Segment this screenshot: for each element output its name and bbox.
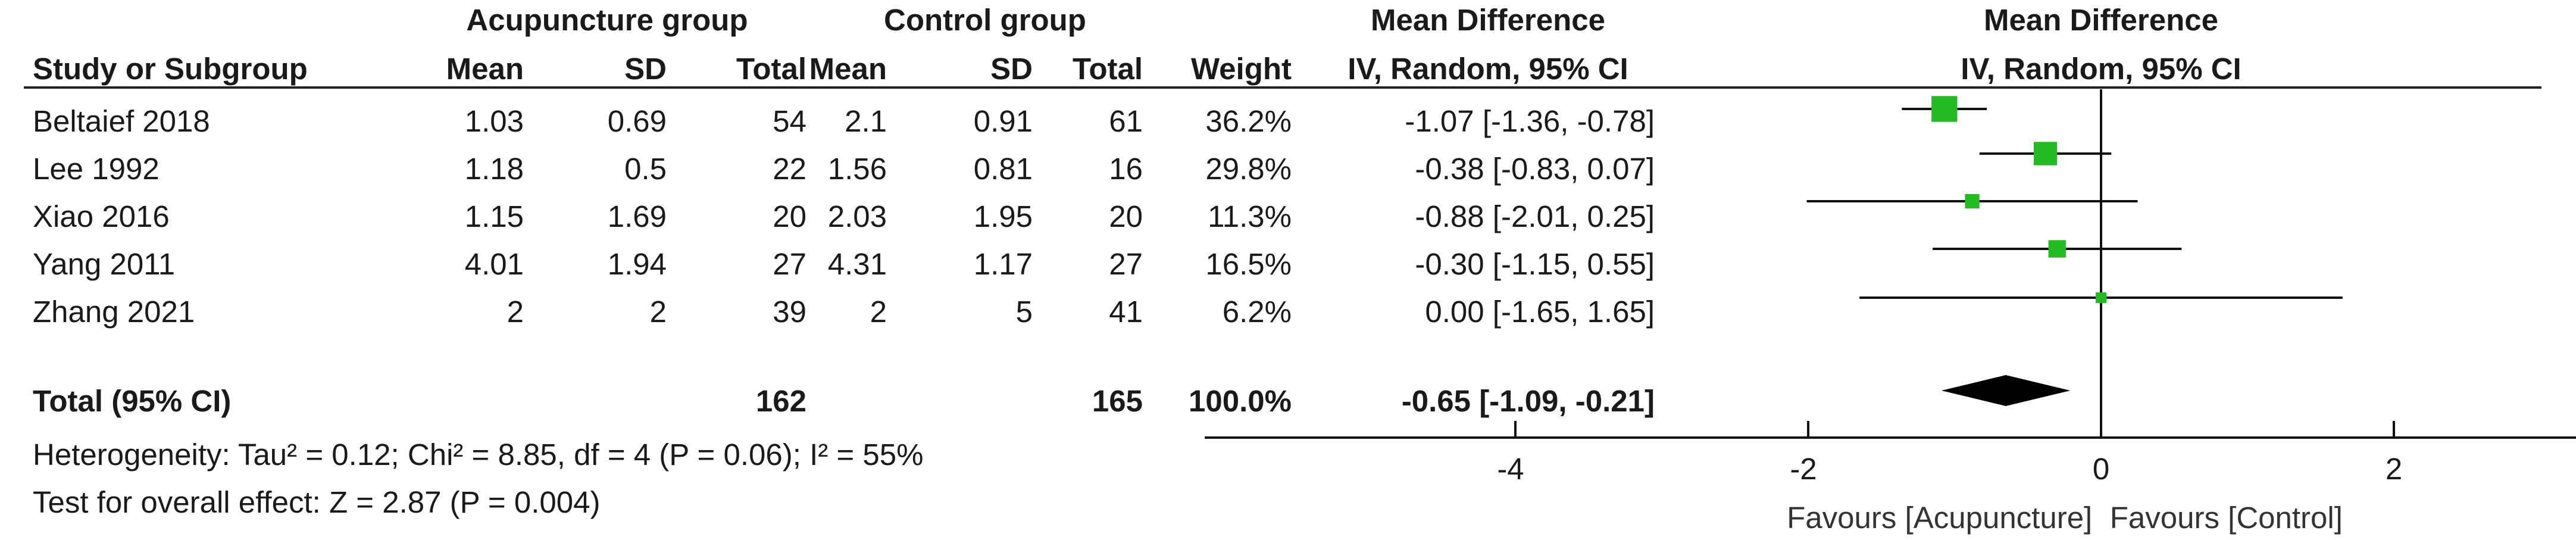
acupuncture-group-header: Acupuncture group — [466, 3, 748, 37]
weight-cell: 6.2% — [1222, 295, 1292, 329]
mean1-header: Mean — [446, 52, 524, 86]
study-marker — [2033, 142, 2058, 166]
total2-cell: 41 — [1109, 295, 1143, 329]
x-tick-label: -2 — [1790, 452, 1817, 486]
mean1-cell: 4.01 — [464, 247, 524, 281]
sd1-cell: 2 — [649, 295, 667, 329]
ci-cell: -0.88 [-2.01, 0.25] — [1415, 199, 1655, 233]
x-tick-label: -4 — [1497, 452, 1524, 486]
total-label: Total (95% CI) — [33, 384, 232, 418]
mean2-cell: 2.03 — [827, 199, 887, 233]
total2-sum: 165 — [1092, 384, 1143, 418]
total1-cell: 22 — [773, 152, 806, 186]
sd2-cell: 1.95 — [973, 199, 1033, 233]
total1-cell: 54 — [773, 104, 806, 138]
control-group-header: Control group — [884, 3, 1086, 37]
total-weight: 100.0% — [1189, 384, 1292, 418]
md-column-subtitle: IV, Random, 95% CI — [1348, 52, 1628, 86]
weight-cell: 36.2% — [1205, 104, 1292, 138]
x-tick-label: 2 — [2386, 452, 2402, 486]
study-name: Beltaief 2018 — [33, 104, 210, 138]
plot-title: Mean Difference — [1984, 3, 2218, 37]
sd2-cell: 0.81 — [973, 152, 1033, 186]
ci-cell: -0.30 [-1.15, 0.55] — [1415, 247, 1655, 281]
ci-cell: -0.38 [-0.83, 0.07] — [1415, 152, 1655, 186]
total2-cell: 20 — [1109, 199, 1143, 233]
total2-cell: 61 — [1109, 104, 1143, 138]
mean2-cell: 2.1 — [845, 104, 887, 138]
weight-cell: 11.3% — [1208, 199, 1292, 233]
mean1-cell: 1.18 — [464, 152, 524, 186]
sd1-cell: 0.5 — [624, 152, 667, 186]
mean1-cell: 1.15 — [464, 199, 524, 233]
total2-header: Total — [1072, 52, 1143, 86]
total1-sum: 162 — [755, 384, 806, 418]
total-ci: -0.65 [-1.09, -0.21] — [1401, 384, 1655, 418]
mean2-cell: 2 — [870, 295, 887, 329]
favours-right-label: Favours [Control] — [2110, 501, 2343, 535]
total2-cell: 16 — [1109, 152, 1143, 186]
sd2-cell: 5 — [1015, 295, 1033, 329]
ci-cell: -1.07 [-1.36, -0.78] — [1405, 104, 1655, 138]
overall-effect-text: Test for overall effect: Z = 2.87 (P = 0… — [33, 485, 601, 519]
summary-diamond — [1941, 375, 2071, 406]
mean2-header: Mean — [809, 52, 887, 86]
ci-cell: 0.00 [-1.65, 1.65] — [1425, 295, 1655, 329]
total1-cell: 27 — [773, 247, 806, 281]
x-tick-label: 0 — [2093, 452, 2109, 486]
sd2-cell: 1.17 — [973, 247, 1033, 281]
mean2-cell: 4.31 — [827, 247, 887, 281]
sd1-cell: 0.69 — [607, 104, 667, 138]
weight-cell: 29.8% — [1205, 152, 1292, 186]
study-name: Xiao 2016 — [33, 199, 170, 233]
study-name: Lee 1992 — [33, 152, 160, 186]
total1-header: Total — [736, 52, 806, 86]
study-marker — [2096, 292, 2106, 303]
mean1-cell: 2 — [507, 295, 524, 329]
sd1-header: SD — [624, 52, 667, 86]
study-name: Yang 2011 — [33, 247, 176, 281]
header-divider — [24, 86, 2541, 89]
study-marker — [2048, 240, 2066, 258]
study-name: Zhang 2021 — [33, 295, 195, 329]
heterogeneity-text: Heterogeneity: Tau² = 0.12; Chi² = 8.85,… — [33, 438, 924, 472]
sd2-header: SD — [990, 52, 1033, 86]
md-column-title: Mean Difference — [1371, 3, 1605, 37]
total1-cell: 20 — [773, 199, 806, 233]
sd2-cell: 0.91 — [973, 104, 1033, 138]
study-marker — [1965, 193, 1980, 209]
mean2-cell: 1.56 — [827, 152, 887, 186]
weight-cell: 16.5% — [1205, 247, 1292, 281]
mean1-cell: 1.03 — [464, 104, 524, 138]
sd1-cell: 1.69 — [607, 199, 667, 233]
plot-subtitle: IV, Random, 95% CI — [1961, 52, 2242, 86]
total2-cell: 27 — [1109, 247, 1143, 281]
weight-header: Weight — [1190, 52, 1292, 86]
study-marker — [1931, 96, 1958, 122]
sd1-cell: 1.94 — [607, 247, 667, 281]
study-column-header: Study or Subgroup — [33, 52, 308, 86]
favours-left-label: Favours [Acupuncture] — [1787, 501, 2092, 535]
total1-cell: 39 — [773, 295, 806, 329]
